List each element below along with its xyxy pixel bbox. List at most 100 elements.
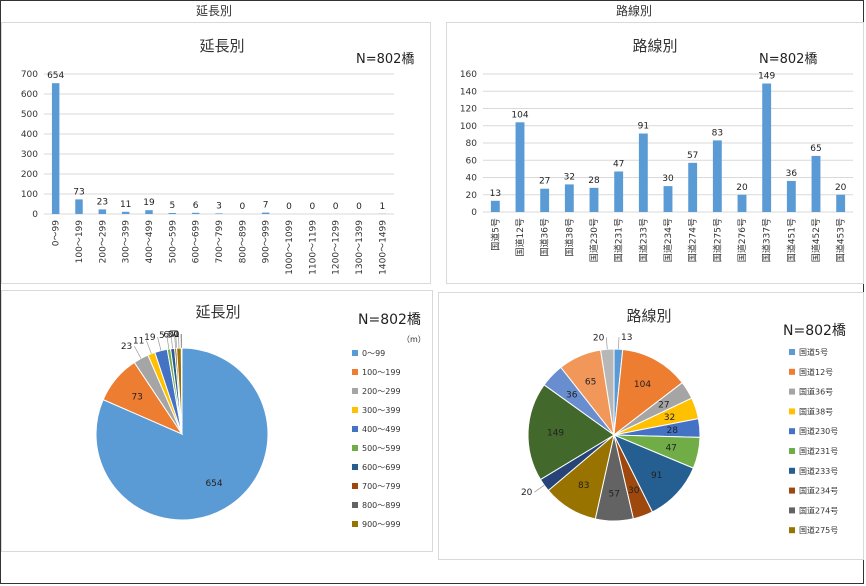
data-label: 36: [786, 169, 798, 179]
legend-swatch: [352, 483, 358, 489]
x-tick-label: 100～199: [75, 220, 85, 264]
x-tick-label: 国道5号: [489, 218, 501, 251]
slice-label: 91: [651, 471, 662, 481]
y-tick-label: 400: [21, 130, 38, 140]
bar: [490, 200, 500, 212]
section-title-length: 延長別: [196, 4, 233, 18]
bar: [121, 211, 130, 214]
x-tick-label: 300～399: [122, 220, 132, 264]
data-label: 5: [169, 201, 175, 211]
y-tick-label: 120: [460, 105, 477, 115]
bar: [836, 194, 846, 212]
bar: [638, 133, 648, 212]
x-tick-label: 国道12号: [514, 218, 526, 256]
x-tick-label: 200～299: [98, 220, 108, 264]
data-label: 0: [333, 202, 339, 212]
data-label: 91: [638, 122, 649, 132]
y-tick-label: 700: [21, 70, 38, 80]
slice-label: 1: [174, 330, 180, 340]
legend-swatch: [789, 467, 795, 474]
legend-label: 800～899: [362, 501, 401, 510]
slice-label: 73: [131, 392, 142, 402]
x-tick-label: 国道234号: [662, 218, 674, 262]
leader-line: [157, 336, 162, 351]
legend-swatch: [352, 369, 358, 375]
legend-label: 国道5号: [799, 347, 828, 357]
legend-swatch: [789, 507, 795, 514]
y-tick-label: 300: [21, 150, 38, 160]
slice-label: 654: [205, 479, 222, 489]
sample-size-label: N=802橋: [783, 323, 846, 339]
x-tick-label: 800～899: [238, 220, 248, 264]
y-tick-label: 60: [466, 156, 478, 166]
slice-label: 83: [578, 481, 589, 491]
legend-swatch: [352, 388, 358, 394]
slice-label: 0: [173, 330, 179, 340]
data-label: 19: [143, 198, 155, 208]
slice-label: 27: [658, 401, 669, 411]
bar: [51, 83, 60, 214]
route-bar-chart: 路線別 N=802橋 0 20 40 60 80 100 120 140 160 13 国道5号 104 国…: [460, 37, 853, 262]
x-tick-label: 国道274号: [687, 218, 699, 262]
legend-label: 700～799: [362, 482, 401, 491]
data-label: 6: [193, 201, 199, 211]
bar: [98, 209, 107, 214]
slice-label: 0: [168, 330, 174, 340]
chart-title: 延長別: [199, 37, 244, 55]
legend-swatch: [352, 407, 358, 413]
x-tick-label: 国道452号: [810, 218, 822, 262]
data-label: 20: [736, 183, 748, 193]
x-tick-label: 国道451号: [785, 218, 797, 262]
legend-label: 0～99: [362, 349, 385, 358]
data-label: 73: [73, 187, 84, 197]
leader-line: [133, 345, 142, 359]
x-tick-label: 国道275号: [711, 218, 723, 262]
legend-label: 100～199: [362, 368, 401, 377]
legend-label: 国道230号: [799, 426, 838, 436]
leader-line: [175, 334, 177, 349]
data-label: 0: [286, 202, 292, 212]
sample-size-label: N=802橋: [358, 312, 421, 328]
slice-label: 104: [634, 380, 651, 390]
slice-label: 0: [173, 330, 179, 340]
pie-slice: [613, 348, 683, 437]
x-tick-label: 1200～1299: [332, 220, 342, 275]
slice-label: 11: [133, 337, 144, 347]
x-tick-label: 国道36号: [539, 218, 551, 256]
bar: [75, 199, 83, 214]
bar: [215, 213, 223, 214]
bar: [614, 171, 624, 212]
slice-label: 149: [547, 429, 564, 439]
slice-label: 3: [167, 330, 173, 340]
legend-label: 国道275号: [799, 525, 838, 535]
legend-swatch: [789, 349, 795, 355]
slice-label: 0: [173, 330, 179, 340]
slice-label: 36: [566, 391, 578, 401]
slice-label: 30: [628, 486, 640, 496]
data-label: 27: [539, 177, 550, 187]
data-label: 30: [662, 174, 674, 184]
x-tick-label: 国道453号: [835, 218, 847, 262]
data-label: 0: [356, 202, 362, 212]
x-tick-label: 1100～1199: [308, 220, 318, 275]
leader-line: [534, 484, 545, 493]
leader-line: [174, 334, 176, 349]
y-tick-label: 0: [32, 210, 38, 220]
x-tick-label: 1000～1099: [285, 220, 295, 275]
x-tick-label: 国道230号: [588, 218, 600, 262]
length-pie-panel: 延長別 N=802橋 （m） 654 73 23 11 19 5 6 3 0 7 0 0 0 0 1 0～99 100…: [1, 290, 433, 552]
x-tick-label: 国道231号: [613, 218, 625, 262]
data-label: 65: [810, 144, 821, 154]
legend-label: 国道36号: [799, 387, 833, 397]
slice-label: 6: [163, 331, 169, 341]
y-tick-label: 160: [460, 70, 477, 80]
legend-label: 200～299: [362, 387, 401, 396]
slice-label: 5: [159, 331, 165, 341]
route-pie-chart: 路線別 N=802橋 13 104 27 32 28 47 91 30 57 83 20 149 36 65 2…: [521, 307, 846, 535]
length-bar-panel: 延長別 N=802橋 0 100 200 300 400 500 600 700 654 0～99 73…: [1, 22, 431, 284]
route-bar-panel: 路線別 N=802橋 0 20 40 60 80 100 120 140 160 13 国道5号 104 国…: [446, 22, 864, 284]
slice-label: 20: [521, 488, 533, 498]
y-tick-label: 40: [466, 174, 478, 184]
